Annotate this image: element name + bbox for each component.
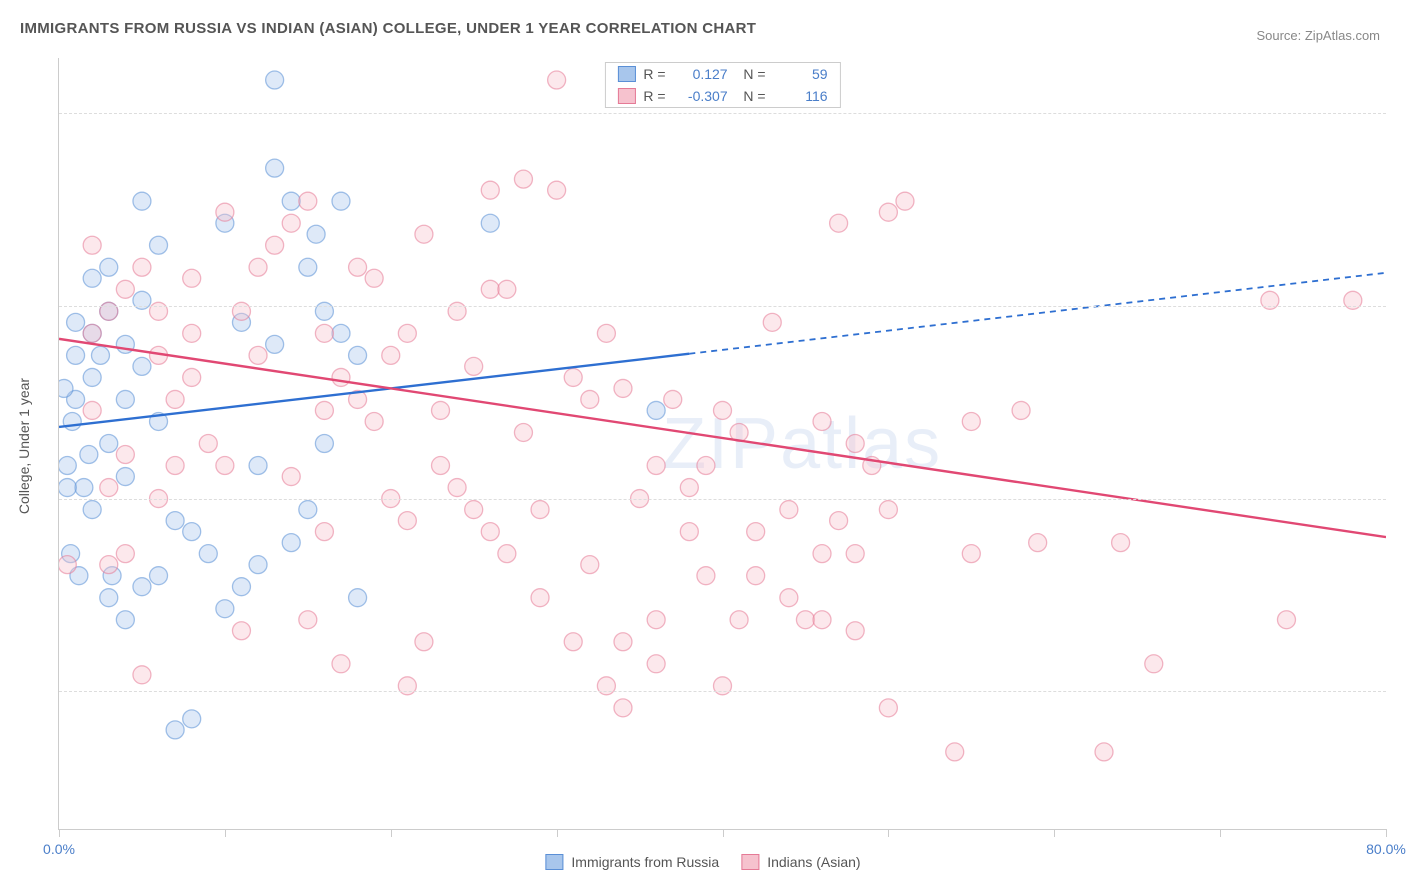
chart-title: IMMIGRANTS FROM RUSSIA VS INDIAN (ASIAN)… <box>20 20 1386 37</box>
plot-area: ZIPatlas R = 0.127 N = 59 R = -0.307 N =… <box>58 58 1386 830</box>
n-label: N = <box>736 66 766 82</box>
legend-item-indian: Indians (Asian) <box>741 854 860 870</box>
r-label: R = <box>643 66 665 82</box>
x-tick-label: 80.0% <box>1366 841 1406 857</box>
y-axis-title: College, Under 1 year <box>16 378 32 514</box>
legend-label-russia: Immigrants from Russia <box>571 854 719 870</box>
swatch-indian-icon <box>741 854 759 870</box>
x-tick-label: 0.0% <box>43 841 75 857</box>
swatch-russia-icon <box>545 854 563 870</box>
r-value-russia: 0.127 <box>674 66 728 82</box>
n-label: N = <box>736 88 766 104</box>
swatch-russia <box>617 66 635 82</box>
swatch-indian <box>617 88 635 104</box>
bottom-legend: Immigrants from Russia Indians (Asian) <box>545 854 860 870</box>
legend-row-indian: R = -0.307 N = 116 <box>605 85 839 107</box>
n-value-russia: 59 <box>774 66 828 82</box>
r-value-indian: -0.307 <box>674 88 728 104</box>
r-label: R = <box>643 88 665 104</box>
legend-row-russia: R = 0.127 N = 59 <box>605 63 839 85</box>
y-tick-label: 47.5% <box>1396 683 1406 699</box>
y-tick-label: 82.5% <box>1396 298 1406 314</box>
legend-label-indian: Indians (Asian) <box>767 854 860 870</box>
n-value-indian: 116 <box>774 88 828 104</box>
y-tick-label: 100.0% <box>1396 105 1406 121</box>
legend-item-russia: Immigrants from Russia <box>545 854 719 870</box>
source-label: Source: ZipAtlas.com <box>1256 28 1380 43</box>
y-tick-label: 65.0% <box>1396 491 1406 507</box>
scatter-svg <box>59 58 1386 829</box>
correlation-legend: R = 0.127 N = 59 R = -0.307 N = 116 <box>604 62 840 108</box>
